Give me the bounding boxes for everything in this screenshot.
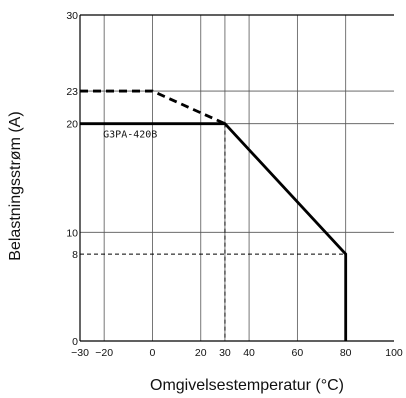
x-tick-label: −30 [71,347,89,359]
x-tick-label: 80 [340,347,352,359]
y-tick-label: 10 [66,227,78,239]
x-tick-label: 0 [150,347,156,359]
y-tick-label: 20 [66,119,78,131]
dashed-series-line [80,89,226,125]
x-axis-label: Omgivelsestemperatur (°C) [150,377,344,394]
y-tick-label: 30 [66,10,78,22]
x-tick-label: 60 [292,347,304,359]
annotations: G3PA-420B [103,130,157,141]
g3pa-420b-series-line [80,122,348,341]
x-tick-label: 40 [243,347,255,359]
y-tick-labels: 0 8 10 20 23 30 [66,10,78,348]
y-tick-label: 8 [72,249,78,261]
plot-frame [79,14,394,342]
y-axis-label: Belastningsstrøm (A) [7,111,24,260]
x-tick-label: −20 [95,347,113,359]
series-annotation: G3PA-420B [103,130,157,141]
series-lines [80,89,348,341]
x-tick-labels: −30 −20 0 20 30 40 60 80 100 [71,347,403,359]
x-tick-label: 30 [219,347,231,359]
x-tick-label: 100 [385,347,403,359]
x-tick-label: 20 [195,347,207,359]
y-tick-label: 23 [66,86,78,98]
grid-lines [80,15,394,341]
reference-lines [80,123,346,341]
y-tick-label: 0 [72,336,78,348]
